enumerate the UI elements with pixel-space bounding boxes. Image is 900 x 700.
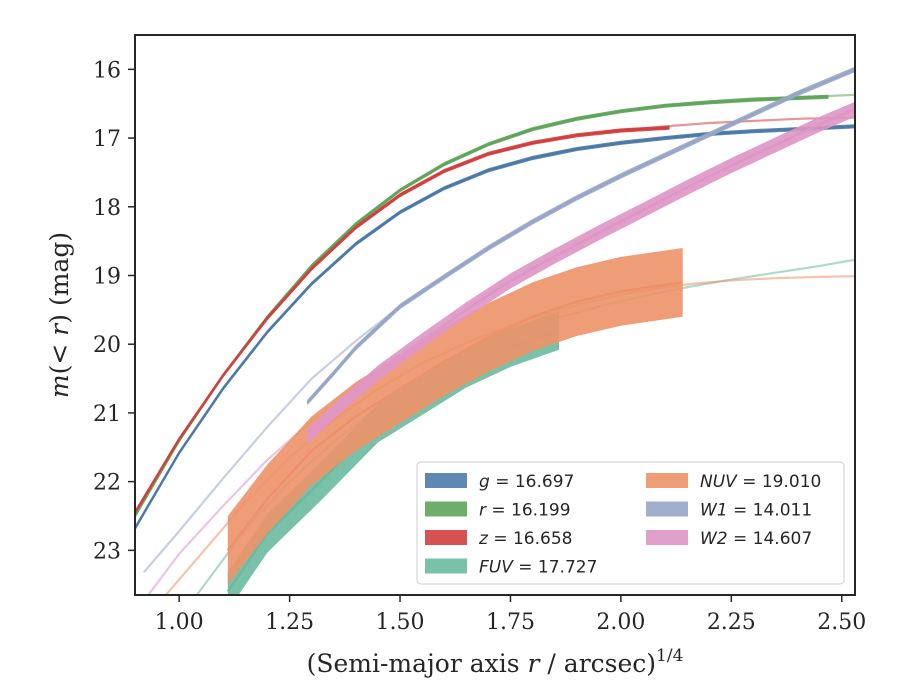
x-tick-label: 1.50: [376, 610, 425, 635]
x-tick-label: 1.00: [155, 610, 204, 635]
legend: g = 16.697 r = 16.199 z = 16.658 FUV = 17.7…: [416, 461, 845, 585]
legend-label-g: g = 16.697: [479, 472, 574, 492]
y-tick-label: 21: [93, 402, 121, 427]
measured-band-w2: [307, 101, 855, 445]
y-tick-label: 19: [93, 264, 121, 289]
legend-label-nuv: NUV = 19.010: [700, 472, 821, 492]
y-tick-label: 18: [93, 196, 121, 221]
plot-frame: [134, 34, 856, 596]
measured-line-nuv: [226, 281, 683, 552]
x-tick-label: 1.25: [265, 610, 314, 635]
measured-line-g: [135, 125, 855, 529]
y-tick-label: 23: [93, 539, 121, 564]
legend-swatch-nuv: [646, 473, 688, 488]
measured-line-w2: [306, 108, 855, 438]
measured-band-nuv: [227, 248, 683, 585]
measured-line-w1: [306, 68, 855, 404]
legend-swatch-w2: [646, 530, 688, 545]
x-tick-label: 1.75: [486, 610, 535, 635]
legend-swatch-z: [425, 530, 467, 545]
x-tick-label: 2.25: [707, 610, 756, 635]
plot-area: [135, 66, 855, 595]
measured-line-z: [135, 126, 670, 514]
y-axis-title: m(< r) (mag): [45, 232, 74, 398]
x-axis-title: (Semi-major axis r / arcsec)1/4: [307, 646, 684, 678]
y-tick-label: 17: [93, 127, 121, 152]
y-axis: 16 17 18 19 20 21 22 23: [93, 58, 135, 564]
legend-swatch-g: [425, 473, 467, 488]
legend-frame: [416, 461, 845, 585]
y-tick-label: 16: [93, 58, 121, 83]
y-tick-label: 22: [93, 471, 121, 496]
legend-swatch-w1: [646, 501, 688, 517]
legend-label-r: r = 16.199: [479, 501, 571, 521]
x-tick-label: 2.50: [817, 610, 866, 635]
legend-label-fuv: FUV = 17.727: [479, 558, 597, 578]
y-tick-label: 20: [93, 333, 121, 358]
legend-label-z: z = 16.658: [478, 529, 572, 549]
legend-label-w2: W2 = 14.607: [700, 529, 812, 549]
legend-label-w1: W1 = 14.011: [700, 501, 812, 521]
measured-band-fuv: [227, 311, 559, 595]
x-axis: 1.00 1.25 1.50 1.75 2.00 2.25 2.50: [155, 595, 866, 635]
x-tick-label: 2.00: [596, 610, 645, 635]
legend-swatch-fuv: [425, 558, 467, 574]
legend-swatch-r: [425, 501, 467, 517]
